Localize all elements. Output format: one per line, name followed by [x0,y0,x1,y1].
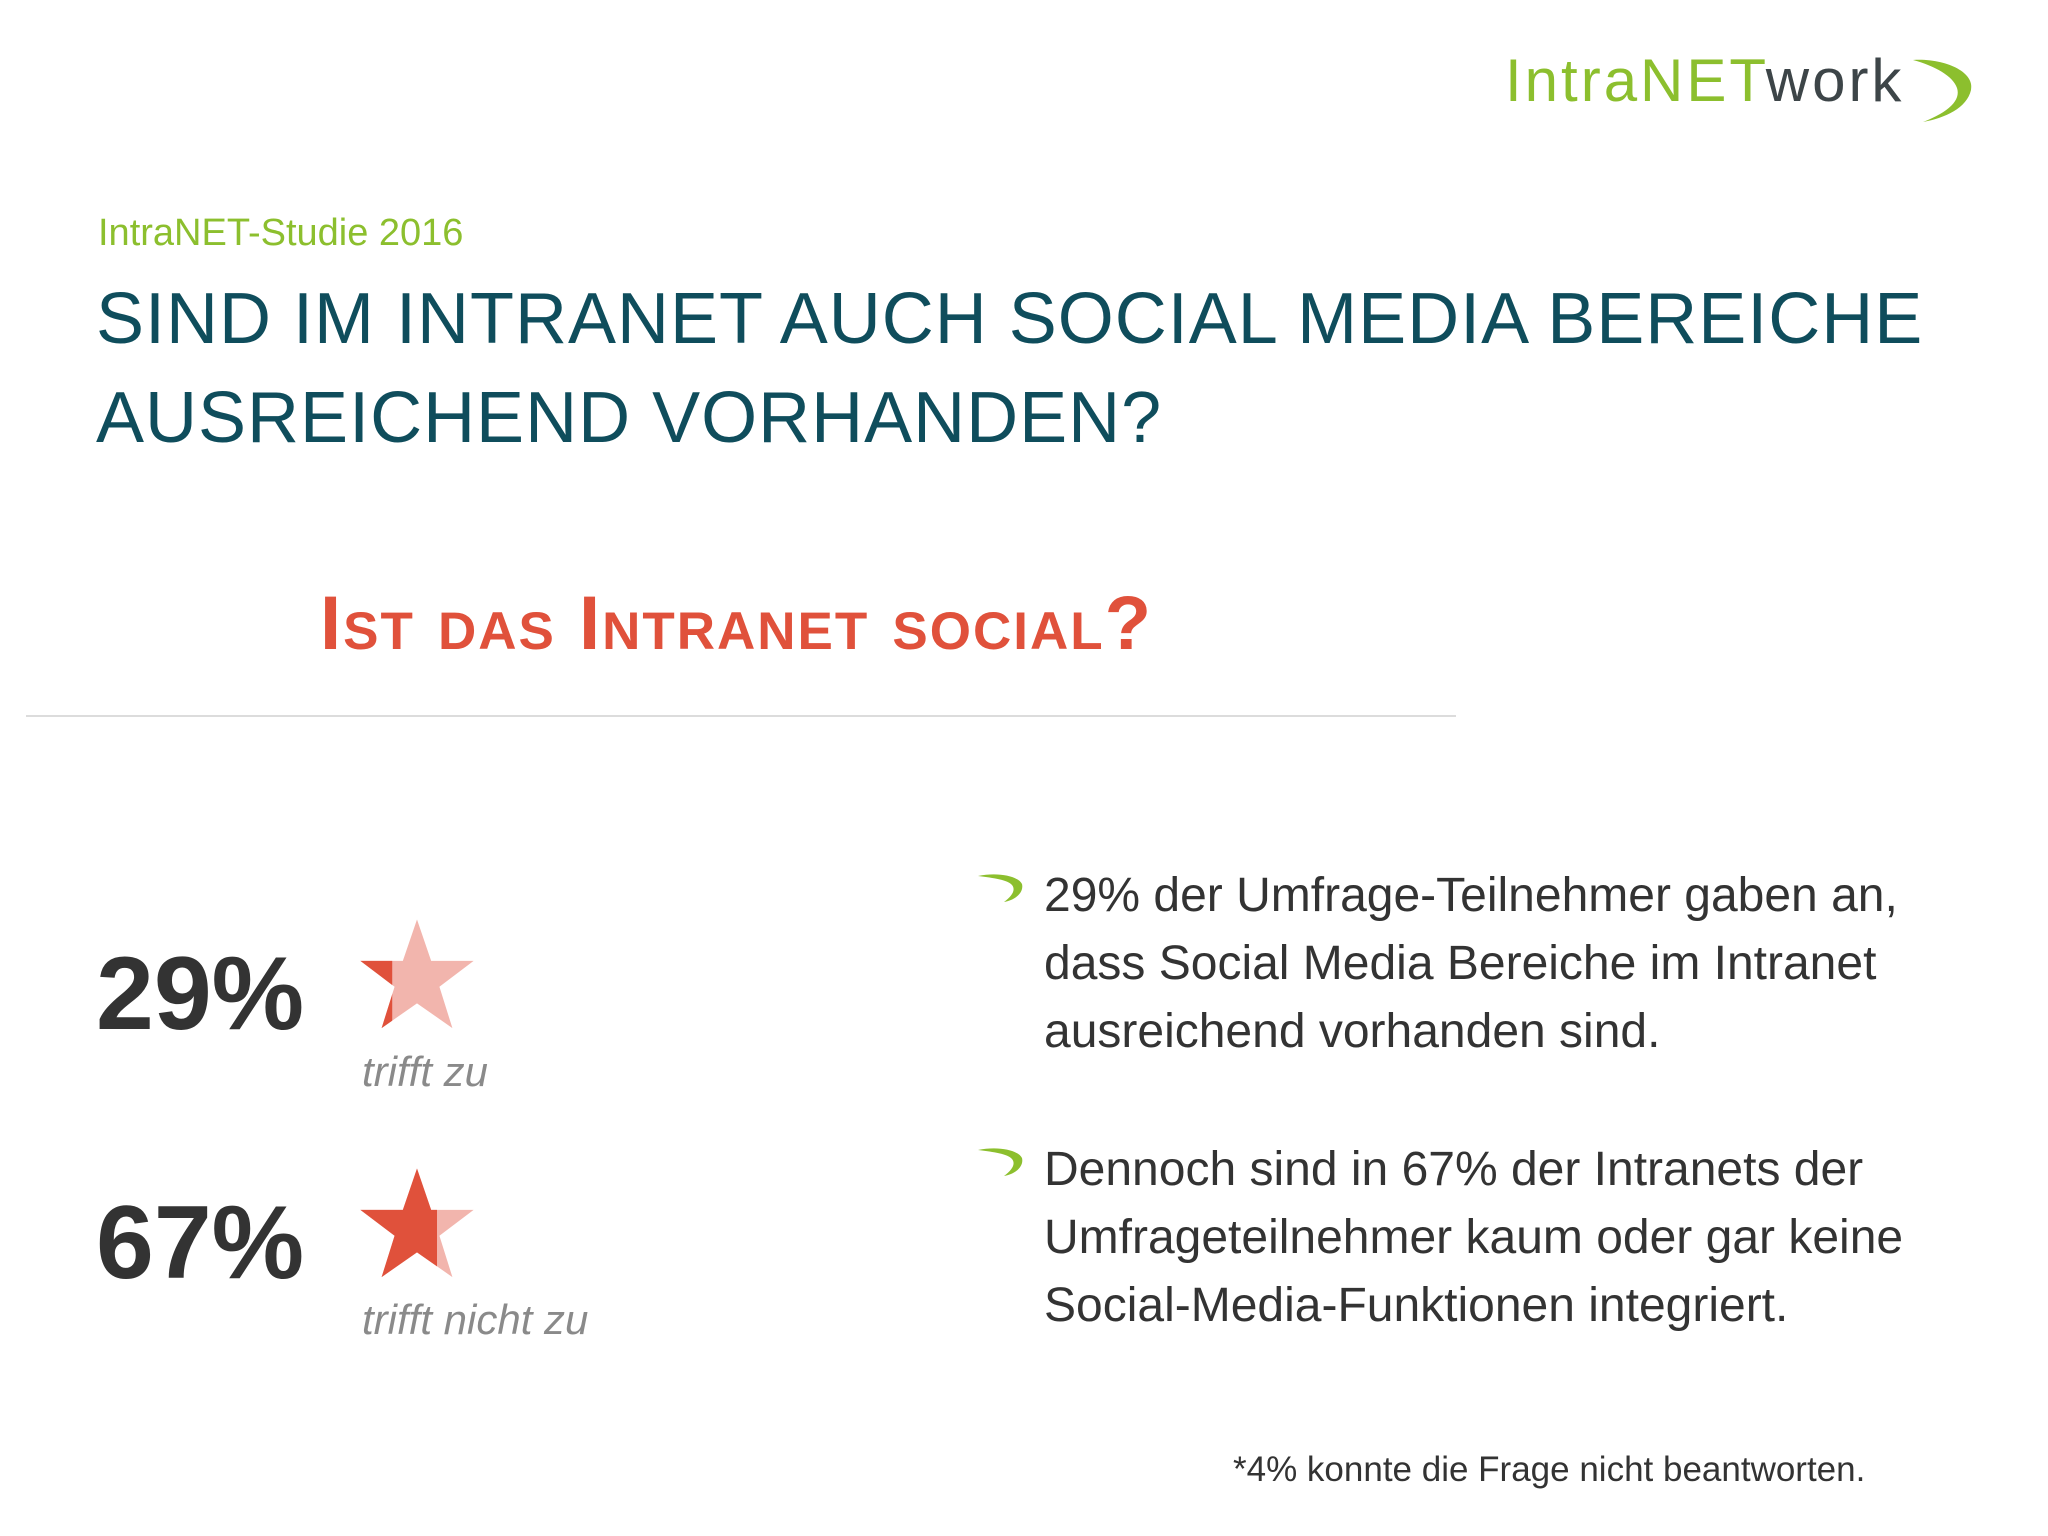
intranetwork-logo: IntraNETwork [1505,38,1975,128]
footnote: *4% konnte die Frage nicht beantworten. [1233,1450,1866,1489]
divider [26,715,1456,717]
chevron-arrow-icon [978,1148,1023,1176]
stat-value-agree: 29% [96,936,305,1052]
title-line-2: AUSREICHEND VORHANDEN? [96,378,1163,458]
chevron-arrow-icon [978,874,1023,902]
logo-swoosh-icon [1913,59,1972,122]
stat-value-disagree: 67% [96,1185,305,1301]
section-heading: Ist das Intranet social? [320,581,1154,666]
stat-label-disagree: trifft nicht zu [362,1296,589,1343]
title-line-1: SIND IM INTRANET AUCH SOCIAL MEDIA BEREI… [96,279,1924,359]
study-subtitle: IntraNET-Studie 2016 [98,212,464,254]
logo-wordmark: IntraNETwork [1505,46,1904,115]
logo-part-intranet: IntraNET [1505,47,1766,114]
bullet-text-1: 29% der Umfrage-Teilnehmer gaben an, das… [1044,869,1898,1058]
logo-part-work: work [1765,47,1905,114]
page-title: SIND IM INTRANET AUCH SOCIAL MEDIA BEREI… [96,270,1946,468]
star-icon-disagree [360,1168,474,1278]
bullet-text-2: Dennoch sind in 67% der Intranets der Um… [1044,1143,1904,1332]
stat-label-agree: trifft zu [362,1048,489,1095]
star-icon-agree [360,919,474,1029]
